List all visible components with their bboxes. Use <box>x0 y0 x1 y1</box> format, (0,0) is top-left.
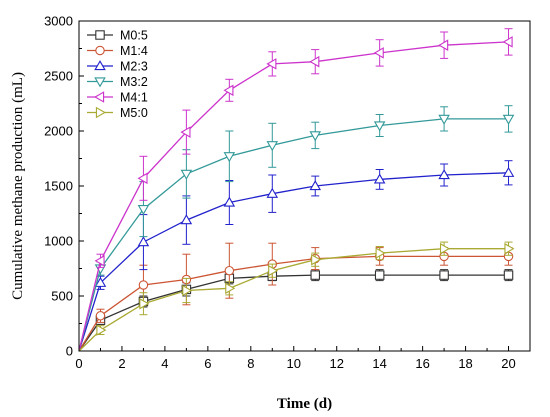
legend-item: M4:1 <box>87 91 148 105</box>
y-tick-label: 3000 <box>44 14 73 29</box>
legend-item: M5:0 <box>87 106 148 120</box>
triangle-right-marker <box>182 284 193 297</box>
series-line <box>78 248 509 352</box>
legend-label: M5:0 <box>120 106 148 120</box>
legend-item: M1:4 <box>87 44 148 58</box>
ticks-layer: 0 2 4 6 8 10 12 14 16 18 20 0 500 1000 1500 2000 2500 300… <box>44 14 516 372</box>
triangle-left-marker <box>502 36 513 48</box>
circle-marker <box>224 265 235 276</box>
triangle-left-marker <box>94 255 105 267</box>
x-tick-label: 16 <box>415 356 429 371</box>
series-line <box>78 41 509 352</box>
x-tick-label: 6 <box>204 356 211 371</box>
y-tick-label: 1500 <box>44 179 73 194</box>
legend-label: M0:5 <box>120 29 148 43</box>
triangle-down-marker <box>438 114 450 125</box>
triangle-right-marker <box>439 242 451 255</box>
triangle-up-marker <box>266 187 279 198</box>
series-M4:1 <box>78 28 513 352</box>
y-tick-label: 2000 <box>44 124 73 139</box>
x-tick-label: 12 <box>329 356 343 371</box>
triangle-down-marker <box>373 121 386 132</box>
triangle-right-marker <box>375 247 386 259</box>
legend-label: M4:1 <box>120 91 148 105</box>
triangle-left-marker <box>266 58 277 70</box>
series-line <box>78 255 509 352</box>
triangle-up-marker <box>502 166 515 177</box>
triangle-right-marker <box>95 106 106 119</box>
legend: M0:5M1:4 M2:3M3:2 M4:1M5:0 <box>87 29 148 120</box>
series-line <box>78 274 509 352</box>
y-tick-label: 0 <box>66 344 73 359</box>
circle-marker <box>138 280 149 290</box>
triangle-down-marker <box>137 204 150 216</box>
triangle-up-marker <box>94 276 107 287</box>
triangle-right-marker <box>139 297 150 310</box>
x-tick-label: 14 <box>372 356 386 371</box>
triangle-left-marker <box>438 39 449 51</box>
series-layer <box>78 28 515 352</box>
y-axis-label: Cumulative methane production (mL) <box>10 72 26 300</box>
square-marker <box>374 270 385 280</box>
legend-item: M0:5 <box>87 29 148 43</box>
triangle-left-marker <box>309 55 320 68</box>
triangle-up-marker <box>137 236 150 247</box>
square-marker <box>95 30 105 40</box>
square-marker <box>310 270 320 280</box>
triangle-left-marker <box>223 84 234 97</box>
triangle-up-marker <box>223 196 236 207</box>
series-M2:3 <box>78 160 515 352</box>
triangle-right-marker <box>504 242 515 255</box>
legend-item: M2:3 <box>87 60 148 74</box>
legend-item: M3:2 <box>87 75 148 89</box>
triangle-down-marker <box>180 169 193 180</box>
x-axis-label: Time (d) <box>277 396 332 412</box>
triangle-up-marker <box>438 169 450 180</box>
x-tick-label: 0 <box>75 356 82 371</box>
x-tick-label: 18 <box>458 356 472 371</box>
triangle-up-marker <box>180 214 193 225</box>
circle-marker <box>95 45 105 56</box>
series-M3:2 <box>78 105 515 352</box>
triangle-down-marker <box>94 77 106 88</box>
square-marker <box>503 270 514 280</box>
triangle-right-marker <box>311 253 322 266</box>
legend-label: M1:4 <box>120 44 148 58</box>
triangle-right-marker <box>225 282 236 295</box>
y-tick-label: 1000 <box>44 234 73 249</box>
legend-label: M2:3 <box>120 60 148 74</box>
triangle-up-marker <box>373 173 386 184</box>
triangle-down-marker <box>309 131 322 142</box>
x-tick-label: 2 <box>118 356 125 371</box>
square-marker <box>439 270 449 280</box>
x-tick-label: 20 <box>501 356 515 371</box>
x-tick-label: 10 <box>287 356 301 371</box>
series-line <box>78 172 509 352</box>
triangle-left-marker <box>137 172 148 185</box>
triangle-right-marker <box>268 264 279 277</box>
legend-label: M3:2 <box>120 75 148 89</box>
triangle-left-marker <box>94 91 105 103</box>
triangle-up-marker <box>309 180 322 191</box>
triangle-down-marker <box>266 141 279 152</box>
series-M5:0 <box>78 241 515 352</box>
series-line <box>78 118 509 352</box>
x-tick-label: 4 <box>161 356 168 371</box>
x-tick-label: 8 <box>247 356 254 371</box>
y-tick-label: 500 <box>51 289 73 304</box>
triangle-left-marker <box>180 126 191 138</box>
triangle-left-marker <box>373 47 384 59</box>
triangle-down-marker <box>502 114 515 125</box>
triangle-right-marker <box>96 324 107 336</box>
triangle-up-marker <box>94 60 106 71</box>
circle-marker <box>95 311 106 321</box>
y-tick-label: 2500 <box>44 69 73 84</box>
triangle-down-marker <box>223 152 236 163</box>
